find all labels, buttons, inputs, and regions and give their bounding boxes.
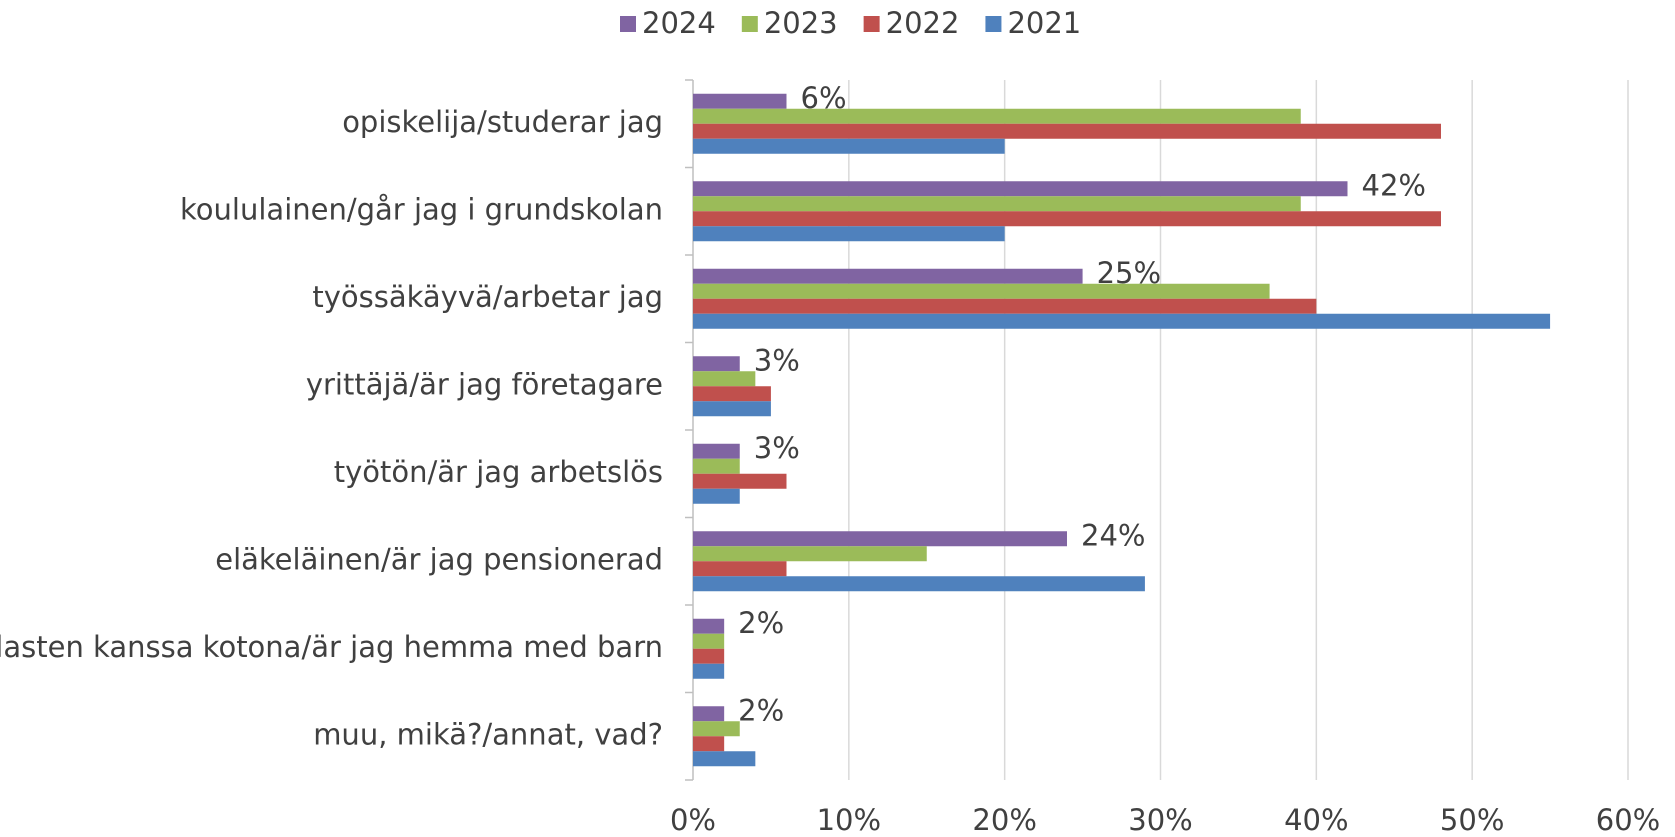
x-tick-label: 30% xyxy=(1128,803,1192,837)
bar xyxy=(693,561,787,577)
data-label: 24% xyxy=(1081,518,1145,552)
data-label: 42% xyxy=(1362,168,1426,202)
bar xyxy=(693,618,725,634)
bar xyxy=(693,123,1441,139)
category-label: työssäkäyvä/arbetar jag xyxy=(312,280,663,314)
bar xyxy=(693,181,1348,197)
x-tick-label: 10% xyxy=(817,803,881,837)
bar xyxy=(693,313,1551,329)
bar xyxy=(693,648,725,664)
bar xyxy=(693,386,771,402)
category-label: opiskelija/studerar jag xyxy=(342,105,663,139)
bar xyxy=(693,736,725,752)
x-tick-label: 0% xyxy=(670,803,716,837)
legend-label: 2021 xyxy=(1007,6,1081,40)
bar xyxy=(693,546,927,562)
bar xyxy=(693,93,787,109)
data-label: 2% xyxy=(738,606,784,640)
legend-swatch xyxy=(863,16,880,32)
bar xyxy=(693,706,725,722)
x-tick-label: 40% xyxy=(1284,803,1348,837)
bar xyxy=(693,283,1270,299)
bar xyxy=(693,458,740,474)
category-label: lasten kanssa kotona/är jag hemma med ba… xyxy=(0,630,663,664)
bar xyxy=(693,211,1441,227)
bar xyxy=(693,721,740,737)
bar xyxy=(693,138,1005,154)
bar xyxy=(693,531,1067,547)
legend-label: 2024 xyxy=(642,6,716,40)
legend-swatch xyxy=(741,16,758,32)
data-label: 3% xyxy=(754,343,800,377)
bar xyxy=(693,751,756,767)
bar xyxy=(693,576,1145,592)
x-tick-label: 60% xyxy=(1596,803,1660,837)
bar xyxy=(693,473,787,489)
legend-swatch xyxy=(620,16,636,32)
bar xyxy=(693,108,1301,124)
legend-label: 2023 xyxy=(764,6,838,40)
bar xyxy=(693,443,740,459)
legend-label: 2022 xyxy=(886,6,960,40)
category-label: koululainen/går jag i grundskolan xyxy=(180,192,663,226)
bar xyxy=(693,633,725,649)
x-tick-label: 20% xyxy=(972,803,1036,837)
bar xyxy=(693,488,740,504)
x-tick-label: 50% xyxy=(1440,803,1504,837)
bar xyxy=(693,226,1005,242)
bar xyxy=(693,268,1083,284)
category-label: yrittäjä/är jag företagare xyxy=(306,367,663,401)
bar xyxy=(693,401,771,417)
data-label: 3% xyxy=(754,431,800,465)
category-label: eläkeläinen/är jag pensionerad xyxy=(215,542,663,576)
bar xyxy=(693,196,1301,212)
category-label: muu, mikä?/annat, vad? xyxy=(313,717,663,751)
data-label: 2% xyxy=(738,693,784,727)
category-label: työtön/är jag arbetslös xyxy=(334,455,663,489)
bar xyxy=(693,298,1317,314)
bar xyxy=(693,663,725,679)
legend-swatch xyxy=(985,16,1002,32)
bar xyxy=(693,371,756,387)
bar xyxy=(693,356,740,372)
